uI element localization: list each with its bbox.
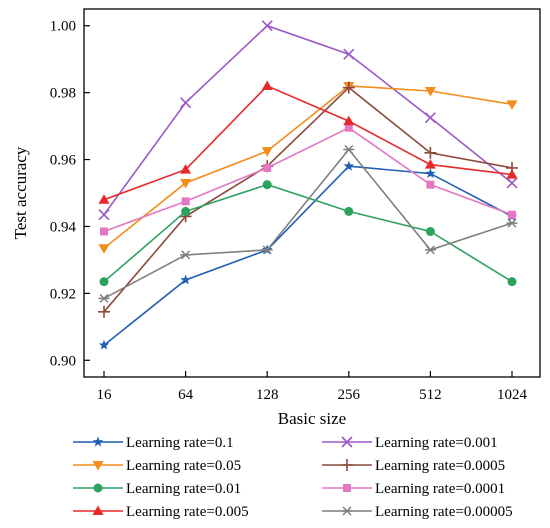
series-line-3 — [103, 86, 513, 313]
data-point-2-5 — [506, 100, 518, 110]
series-line-4 — [103, 183, 513, 283]
data-point-4-1 — [181, 206, 191, 216]
series-7 — [98, 144, 518, 303]
data-point-2-0 — [98, 244, 110, 254]
series-5 — [100, 123, 516, 236]
data-point-6-0 — [98, 194, 110, 204]
data-point-5-5 — [508, 210, 516, 219]
data-point-2-4 — [424, 86, 436, 97]
x-tick-label-4: 512 — [419, 387, 442, 403]
data-point-6-5 — [506, 169, 518, 179]
data-point-3-3 — [342, 81, 355, 94]
legend-marker-3 — [341, 459, 353, 471]
series-line-1 — [103, 24, 513, 216]
data-point-5-1 — [181, 197, 190, 206]
data-point-6-3 — [343, 115, 355, 126]
legend-item-6: Learning rate=0.005 — [73, 504, 249, 520]
data-point-1-5 — [506, 177, 518, 189]
legend-label-7: Learning rate=0.00005 — [375, 504, 513, 520]
data-point-1-3 — [343, 48, 355, 60]
legend-item-3: Learning rate=0.0005 — [322, 458, 505, 474]
legend-marker-6 — [92, 505, 104, 515]
data-point-5-0 — [100, 227, 108, 236]
legend-label-2: Learning rate=0.05 — [126, 458, 241, 474]
data-point-7-0 — [98, 293, 110, 303]
data-point-7-3 — [343, 144, 355, 155]
data-point-4-2 — [262, 180, 272, 190]
data-point-0-3 — [343, 160, 355, 171]
data-point-6-2 — [261, 80, 273, 90]
legend-label-1: Learning rate=0.001 — [375, 435, 498, 451]
data-point-2-1 — [180, 178, 192, 189]
series-6 — [98, 80, 518, 204]
y-axis-label: Test accuracy — [11, 146, 30, 239]
data-point-5-2 — [263, 163, 272, 172]
legend-label-6: Learning rate=0.005 — [126, 504, 249, 520]
data-point-1-2 — [261, 20, 273, 32]
legend-item-4: Learning rate=0.01 — [73, 481, 241, 497]
legend-marker-1 — [341, 436, 353, 448]
y-tick-label-5: 1.00 — [50, 19, 76, 35]
y-tick-label-3: 0.96 — [50, 153, 77, 169]
axes-layer: 0.90 0.92 0.94 0.96 0.98 1.00 16 64 128 256 512 102… — [50, 8, 541, 403]
series-1 — [98, 20, 518, 221]
series-line-6 — [103, 84, 513, 201]
legend-label-5: Learning rate=0.0001 — [375, 481, 505, 497]
data-point-6-1 — [180, 164, 192, 174]
data-point-3-0 — [98, 305, 110, 318]
y-tick-label-2: 0.94 — [50, 219, 77, 235]
data-point-5-4 — [426, 180, 435, 189]
x-tick-label-0: 16 — [97, 387, 113, 403]
data-point-4-4 — [425, 226, 435, 236]
y-tick-label-1: 0.92 — [50, 286, 76, 302]
legend-item-5: Learning rate=0.0001 — [322, 481, 505, 497]
legend-marker-0 — [92, 436, 104, 447]
legend-marker-2 — [92, 461, 104, 471]
x-tick-label-5: 1024 — [497, 387, 528, 403]
series-line-7 — [103, 148, 513, 300]
data-point-5-3 — [344, 123, 353, 132]
series-line-2 — [103, 85, 513, 249]
data-point-2-2 — [261, 147, 273, 157]
legend-marker-4 — [93, 483, 103, 493]
data-point-7-4 — [424, 245, 436, 255]
data-point-0-0 — [98, 339, 110, 350]
data-point-7-1 — [180, 250, 192, 260]
legend-item-7: Learning rate=0.00005 — [322, 504, 513, 520]
data-point-0-1 — [180, 274, 191, 285]
x-tick-label-3: 256 — [338, 387, 361, 403]
series-layer — [98, 20, 518, 350]
legend-label-3: Learning rate=0.0005 — [375, 458, 505, 474]
data-point-7-5 — [506, 218, 518, 228]
series-line-0 — [103, 165, 513, 346]
series-0 — [98, 160, 518, 350]
legend-item-0: Learning rate=0.1 — [73, 435, 234, 451]
x-tick-label-2: 128 — [256, 387, 279, 403]
x-tick-label-1: 64 — [178, 387, 194, 403]
data-point-1-4 — [424, 112, 436, 124]
plot-frame — [83, 8, 541, 378]
data-point-7-2 — [261, 245, 273, 255]
series-line-5 — [103, 126, 513, 233]
y-tick-label-0: 0.90 — [50, 353, 76, 369]
legend-marker-7 — [341, 506, 353, 516]
data-point-6-4 — [424, 159, 436, 169]
legend-label-0: Learning rate=0.1 — [126, 435, 234, 451]
legend: Learning rate=0.1 Learning rate=0.001 Lear… — [73, 435, 513, 520]
data-point-4-0 — [99, 277, 109, 287]
series-4 — [99, 180, 517, 287]
data-point-1-1 — [180, 97, 192, 109]
data-point-4-3 — [344, 206, 354, 216]
data-point-4-5 — [507, 277, 517, 287]
x-axis-label: Basic size — [278, 409, 346, 428]
data-point-3-4 — [424, 146, 437, 159]
legend-item-2: Learning rate=0.05 — [73, 458, 241, 474]
data-point-1-0 — [98, 209, 110, 221]
legend-label-4: Learning rate=0.01 — [126, 481, 241, 497]
legend-marker-5 — [343, 484, 351, 492]
y-tick-label-4: 0.98 — [50, 86, 76, 102]
legend-item-1: Learning rate=0.001 — [322, 435, 498, 451]
data-point-0-4 — [425, 168, 436, 179]
